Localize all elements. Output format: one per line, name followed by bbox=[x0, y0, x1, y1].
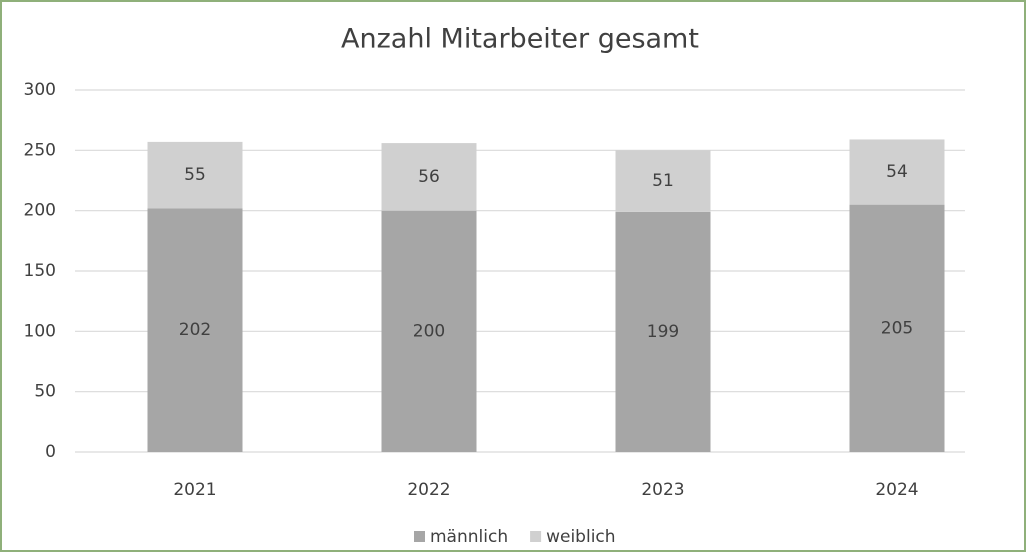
y-tick-label: 250 bbox=[24, 140, 56, 160]
bar-segment bbox=[615, 211, 711, 452]
bar-segment bbox=[849, 204, 945, 452]
bar-segment bbox=[615, 150, 711, 212]
legend-swatch bbox=[530, 531, 542, 542]
data-label: 200 bbox=[413, 321, 445, 341]
bar-segment bbox=[147, 208, 243, 452]
x-tick-label: 2024 bbox=[875, 480, 918, 500]
y-tick-label: 100 bbox=[24, 321, 56, 341]
chart-title: Anzahl Mitarbeiter gesamt bbox=[341, 24, 699, 55]
bar-segment bbox=[147, 141, 243, 209]
data-label: 199 bbox=[647, 322, 679, 342]
x-tick-label: 2023 bbox=[641, 480, 684, 500]
x-tick-label: 2021 bbox=[173, 480, 216, 500]
legend-label: männlich bbox=[430, 527, 508, 547]
y-tick-label: 150 bbox=[24, 261, 56, 281]
data-label: 54 bbox=[886, 162, 908, 182]
bar-segment bbox=[849, 139, 945, 205]
data-label: 56 bbox=[418, 167, 440, 187]
y-tick-label: 50 bbox=[34, 382, 56, 402]
data-label: 205 bbox=[881, 318, 913, 338]
x-tick-label: 2022 bbox=[407, 480, 450, 500]
bar-segment bbox=[381, 210, 477, 452]
bar-segment bbox=[381, 143, 477, 211]
legend-label: weiblich bbox=[546, 527, 615, 547]
legend-swatch bbox=[414, 531, 425, 542]
y-tick-label: 200 bbox=[24, 201, 56, 221]
y-tick-label: 300 bbox=[24, 80, 56, 100]
data-label: 55 bbox=[184, 165, 206, 185]
data-label: 202 bbox=[179, 320, 211, 340]
data-label: 51 bbox=[652, 171, 674, 191]
y-tick-label: 0 bbox=[45, 442, 56, 462]
